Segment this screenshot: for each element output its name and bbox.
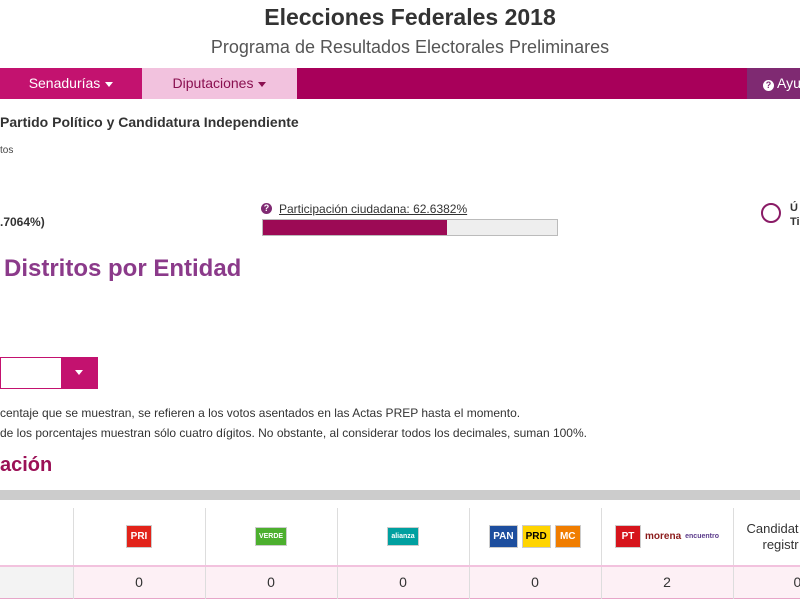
nav-label: Senadurías	[28, 75, 101, 91]
right-text: Ú	[790, 202, 798, 214]
participation-label[interactable]: Participación ciudadana: 62.6382%	[279, 202, 468, 216]
subsection-title: ación	[0, 454, 53, 476]
nav-label: Diputaciones	[172, 75, 254, 91]
title: Elecciones Federales 2018	[264, 4, 556, 30]
vote-count: 2	[600, 566, 733, 598]
party-logo: encuentro	[685, 533, 719, 540]
nav-bar: Senadurías Diputaciones ? Ayu	[0, 68, 800, 99]
right-text: Ti	[790, 216, 800, 228]
results-table: PRI VERDE alianza PAN PRD MC PT morena encuentro…	[0, 508, 800, 599]
party-logo: VERDE	[254, 527, 288, 546]
progress-track	[262, 219, 558, 236]
summary-sub: tos	[0, 145, 14, 156]
party-cell: PAN PRD MC	[468, 508, 601, 566]
party-cell: PT morena encuentro	[600, 508, 733, 566]
vote-count: 0	[468, 566, 601, 598]
summary-percent: .7064%)	[0, 215, 45, 229]
nav-tab[interactable]: Diputaciones	[142, 68, 297, 99]
header-row: PRI VERDE alianza PAN PRD MC PT morena encuentro…	[0, 508, 800, 566]
section-title: Distritos por Entidad	[4, 255, 242, 282]
party-logo: PRD	[521, 525, 551, 548]
party-logo: MC	[554, 525, 581, 548]
candidate-header: Candidat registr	[732, 508, 800, 566]
help-icon[interactable]: ?	[261, 203, 272, 214]
clock-icon	[761, 203, 781, 223]
party-logo: PAN	[489, 525, 518, 548]
party-logo: alianza	[387, 527, 419, 546]
vote-count: 0	[336, 566, 469, 598]
vote-count: 0	[204, 566, 337, 598]
vote-count: 0	[732, 566, 800, 598]
header-text: Candidat	[746, 520, 799, 536]
help-label: Ayu	[777, 75, 800, 91]
nav-tab[interactable]: Senadurías	[0, 68, 142, 99]
divider	[0, 490, 800, 500]
party-cell: PRI	[72, 508, 205, 566]
data-row: 000020	[0, 566, 800, 598]
party-cell: VERDE	[204, 508, 337, 566]
vote-count: 0	[72, 566, 205, 598]
header-text: registr	[762, 536, 799, 552]
party-cell: alianza	[336, 508, 469, 566]
dropdown[interactable]	[0, 357, 98, 389]
party-logo: PRI	[126, 525, 152, 548]
note: centaje que se muestran, se refieren a l…	[0, 406, 521, 420]
subtitle: Programa de Resultados Electorales Preli…	[210, 37, 610, 57]
progress-fill	[263, 220, 448, 235]
help-button[interactable]: ? Ayu	[747, 68, 800, 99]
party-logo: PT	[615, 525, 642, 548]
note: de los porcentajes muestran sólo cuatro …	[0, 426, 587, 440]
party-logo: morena	[645, 531, 682, 542]
summary-heading: Partido Político y Candidatura Independi…	[0, 114, 299, 130]
